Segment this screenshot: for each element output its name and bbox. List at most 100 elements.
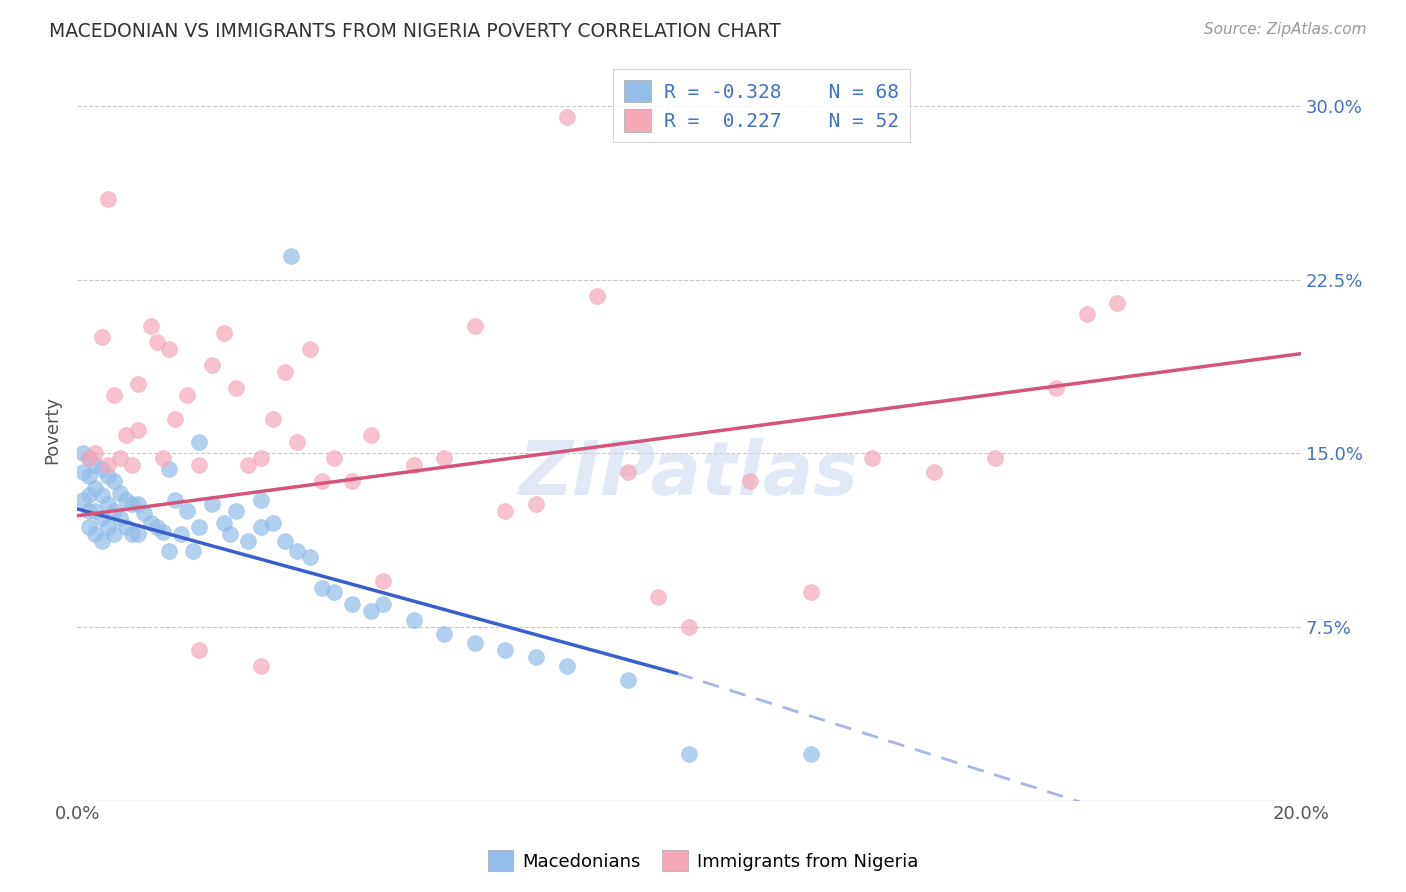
Point bbox=[188, 458, 211, 472]
Point bbox=[860, 450, 883, 465]
Point bbox=[298, 550, 321, 565]
Point bbox=[72, 492, 94, 507]
Point bbox=[298, 342, 321, 356]
Point bbox=[127, 527, 149, 541]
Point bbox=[360, 427, 382, 442]
Point bbox=[464, 636, 486, 650]
Point bbox=[616, 465, 638, 479]
Point bbox=[79, 450, 101, 465]
Point bbox=[97, 469, 120, 483]
Point bbox=[402, 458, 425, 472]
Point bbox=[494, 643, 516, 657]
Point bbox=[108, 511, 131, 525]
Point bbox=[360, 604, 382, 618]
Point bbox=[139, 516, 162, 530]
Point bbox=[79, 469, 101, 483]
Y-axis label: Poverty: Poverty bbox=[44, 396, 60, 464]
Point bbox=[212, 326, 235, 340]
Point bbox=[274, 534, 297, 549]
Point bbox=[115, 427, 138, 442]
Point bbox=[79, 450, 101, 465]
Point bbox=[183, 543, 205, 558]
Point bbox=[145, 335, 167, 350]
Point bbox=[108, 485, 131, 500]
Point bbox=[127, 376, 149, 391]
Point bbox=[72, 465, 94, 479]
Point bbox=[249, 659, 271, 673]
Point bbox=[219, 527, 242, 541]
Point bbox=[145, 520, 167, 534]
Point bbox=[115, 492, 138, 507]
Point bbox=[678, 747, 700, 762]
Point bbox=[170, 527, 193, 541]
Point bbox=[311, 581, 333, 595]
Point bbox=[90, 462, 112, 476]
Point bbox=[84, 458, 107, 472]
Point bbox=[555, 659, 578, 673]
Point bbox=[371, 574, 394, 588]
Point bbox=[152, 450, 174, 465]
Point bbox=[84, 504, 107, 518]
Point bbox=[72, 446, 94, 460]
Point bbox=[79, 520, 101, 534]
Point bbox=[678, 620, 700, 634]
Point bbox=[79, 504, 101, 518]
Point bbox=[800, 585, 823, 599]
Point bbox=[84, 527, 107, 541]
Point bbox=[371, 597, 394, 611]
Point bbox=[84, 446, 107, 460]
Point bbox=[157, 462, 180, 476]
Point bbox=[121, 527, 143, 541]
Point bbox=[262, 516, 284, 530]
Point bbox=[176, 504, 198, 518]
Point bbox=[984, 450, 1007, 465]
Point bbox=[238, 458, 260, 472]
Point bbox=[152, 524, 174, 539]
Point bbox=[188, 434, 211, 449]
Point bbox=[139, 318, 162, 333]
Point bbox=[1107, 295, 1129, 310]
Point bbox=[922, 465, 945, 479]
Point bbox=[103, 527, 125, 541]
Point bbox=[176, 388, 198, 402]
Point bbox=[121, 497, 143, 511]
Point bbox=[280, 249, 302, 263]
Point bbox=[97, 458, 120, 472]
Point bbox=[225, 504, 247, 518]
Point bbox=[402, 613, 425, 627]
Point bbox=[79, 488, 101, 502]
Point bbox=[1045, 381, 1067, 395]
Point bbox=[127, 497, 149, 511]
Point bbox=[238, 534, 260, 549]
Point bbox=[274, 365, 297, 379]
Point bbox=[494, 504, 516, 518]
Point bbox=[800, 747, 823, 762]
Point bbox=[524, 497, 547, 511]
Point bbox=[157, 543, 180, 558]
Point bbox=[97, 497, 120, 511]
Point bbox=[90, 488, 112, 502]
Point bbox=[616, 673, 638, 688]
Point bbox=[285, 543, 308, 558]
Point bbox=[323, 585, 346, 599]
Point bbox=[121, 458, 143, 472]
Legend: R = -0.328    N = 68, R =  0.227    N = 52: R = -0.328 N = 68, R = 0.227 N = 52 bbox=[613, 70, 910, 143]
Point bbox=[212, 516, 235, 530]
Point bbox=[262, 411, 284, 425]
Point bbox=[90, 330, 112, 344]
Point bbox=[115, 520, 138, 534]
Point bbox=[108, 450, 131, 465]
Point bbox=[103, 388, 125, 402]
Point bbox=[249, 450, 271, 465]
Point bbox=[342, 597, 364, 611]
Point bbox=[90, 534, 112, 549]
Point bbox=[157, 342, 180, 356]
Point bbox=[103, 474, 125, 488]
Point bbox=[285, 434, 308, 449]
Point bbox=[311, 474, 333, 488]
Point bbox=[323, 450, 346, 465]
Point bbox=[225, 381, 247, 395]
Point bbox=[97, 192, 120, 206]
Point bbox=[188, 520, 211, 534]
Point bbox=[97, 520, 120, 534]
